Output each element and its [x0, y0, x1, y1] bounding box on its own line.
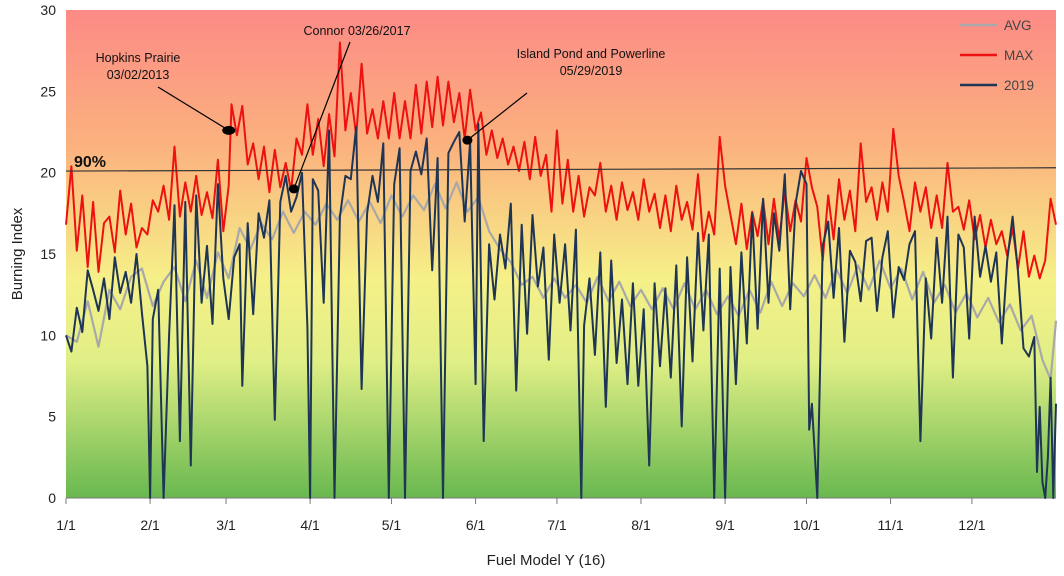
reference-line-90 — [65, 167, 1057, 172]
x-tick-label: 11/1 — [877, 517, 903, 533]
annotation-label: 05/29/2019 — [560, 64, 623, 78]
annotation-marker — [288, 184, 299, 194]
y-axis-title: Burning Index — [9, 207, 26, 300]
series-line-2019 — [65, 122, 1057, 499]
legend: AVG MAX 2019 — [960, 18, 1034, 93]
x-tick-label: 1/1 — [56, 517, 76, 533]
x-tick-label: 3/1 — [216, 517, 236, 533]
annotation-leader-line — [293, 41, 351, 190]
annotation-label: Connor 03/26/2017 — [303, 24, 410, 38]
y-tick-label: 25 — [40, 83, 56, 99]
legend-label: 2019 — [1004, 78, 1034, 93]
y-tick-label: 20 — [40, 165, 56, 181]
annotation-marker — [222, 125, 236, 135]
reference-line-layer: 90% — [65, 154, 1057, 172]
x-tick-label: 5/1 — [382, 517, 402, 533]
x-axis: 1/1 2/1 3/1 4/1 5/1 6/1 7/1 8/1 9/1 10/1 11/1 12/1 — [56, 497, 1056, 533]
annotation-label: 03/02/2013 — [107, 68, 170, 82]
x-tick-label: 12/1 — [958, 517, 985, 533]
x-tick-label: 9/1 — [715, 517, 735, 533]
annotation-label: Hopkins Prairie — [96, 51, 181, 65]
annotation-leader-line — [467, 92, 528, 141]
legend-label: AVG — [1004, 18, 1032, 33]
y-tick-label: 0 — [48, 490, 56, 506]
annotation-label: Island Pond and Powerline — [517, 47, 666, 61]
x-axis-title: Fuel Model Y (16) — [487, 552, 606, 569]
reference-line-label: 90% — [74, 154, 106, 171]
x-tick-label: 2/1 — [140, 517, 160, 533]
x-tick-label: 10/1 — [793, 517, 820, 533]
series-line-max — [65, 41, 1057, 280]
plot-area-background — [66, 10, 1056, 498]
y-tick-label: 15 — [40, 246, 56, 262]
x-tick-label: 7/1 — [547, 517, 567, 533]
annotation-leader-line — [157, 86, 230, 131]
x-tick-label: 4/1 — [300, 517, 320, 533]
y-tick-label: 30 — [40, 2, 56, 18]
x-tick-label: 8/1 — [631, 517, 651, 533]
annotation-layer: Hopkins Prairie 03/02/2013 Connor 03/26/20… — [96, 24, 666, 194]
series-layer — [65, 41, 1058, 499]
y-axis: 0 5 10 15 20 25 30 — [40, 2, 56, 506]
legend-label: MAX — [1004, 48, 1033, 63]
annotation-marker — [462, 135, 473, 145]
x-tick-label: 6/1 — [466, 517, 486, 533]
y-tick-label: 5 — [48, 409, 56, 425]
y-tick-label: 10 — [40, 327, 56, 343]
